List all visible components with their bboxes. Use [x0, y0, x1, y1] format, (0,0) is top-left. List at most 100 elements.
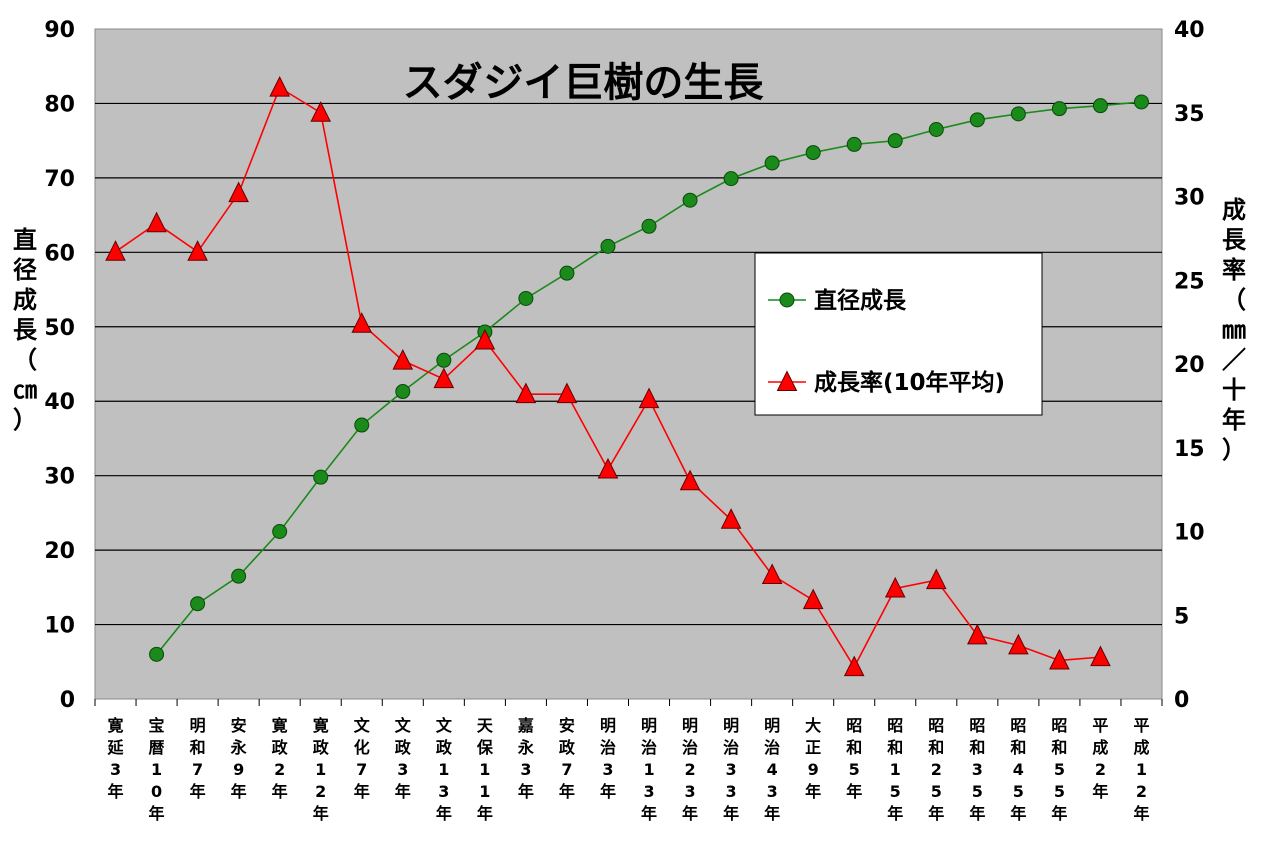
- data-point: [723, 171, 739, 187]
- left-y-tick-label: 60: [44, 241, 75, 266]
- data-point: [1133, 94, 1149, 110]
- right-y-tick-labels: 0 5 10 15 20 25 30 35 40: [1174, 18, 1205, 713]
- data-point: [761, 563, 783, 585]
- x-tick-label-text: 安永 9 年: [230, 716, 247, 801]
- right-y-tick-label: 40: [1174, 18, 1205, 43]
- data-point: [1008, 633, 1029, 655]
- series-right: [105, 76, 1111, 677]
- data-point: [392, 349, 414, 370]
- x-tick-label: 寛政 1 2 年: [313, 716, 330, 823]
- x-tick-label: 明治 3 3 年: [723, 716, 739, 823]
- x-tick-label: 平成 1 2 年: [1133, 716, 1149, 823]
- x-tick-label-text: 明治 3 3 年: [723, 716, 739, 823]
- legend-label: 直径成長: [814, 287, 907, 314]
- x-tick-label-text: 昭和 1 5 年: [887, 716, 903, 823]
- x-tick-label-text: 宝暦 1 0 年: [149, 716, 165, 823]
- data-point: [310, 101, 332, 122]
- left-y-tick-label: 80: [44, 92, 75, 117]
- left-y-tick-label: 0: [60, 688, 75, 713]
- right-axis-label: 成長率（㎜／十年）: [1222, 196, 1247, 464]
- legend-box: [754, 252, 1043, 416]
- data-point: [638, 387, 660, 409]
- x-tick-label-text: 平成 2 年: [1092, 716, 1108, 801]
- data-point: [969, 112, 985, 128]
- x-tick-label-text: 寛延 3 年: [107, 716, 125, 801]
- right-y-tick-label: 10: [1174, 521, 1205, 546]
- x-tick-label: 文政 1 3 年: [436, 716, 453, 823]
- right-y-tick-label: 5: [1174, 604, 1189, 629]
- data-point: [474, 328, 496, 350]
- data-point: [1049, 648, 1070, 670]
- x-tick-label-text: 安政 7 年: [559, 716, 576, 801]
- data-point: [105, 240, 126, 261]
- data-point: [433, 367, 455, 389]
- x-tick-label: 昭和 2 5 年: [928, 716, 944, 823]
- data-point: [515, 382, 537, 404]
- x-tick-label: 昭和 1 5 年: [887, 716, 903, 823]
- x-tick-label-text: 昭和 5 5 年: [1051, 716, 1067, 823]
- x-tick-label: 宝暦 1 0 年: [149, 716, 165, 823]
- x-tick-label: 安永 9 年: [230, 716, 247, 801]
- x-tick-label-text: 明治 4 3 年: [764, 716, 780, 823]
- data-point: [884, 576, 906, 598]
- right-y-tick-label: 30: [1174, 186, 1205, 211]
- data-point: [272, 524, 288, 539]
- data-point: [967, 623, 988, 645]
- x-tick-label: 嘉永 3 年: [517, 716, 534, 801]
- left-y-tick-label: 50: [44, 316, 75, 341]
- x-tick-label: 明治 4 3 年: [764, 716, 780, 823]
- x-tick-label: 明治 2 3 年: [682, 716, 698, 823]
- data-point: [843, 655, 865, 677]
- data-point: [764, 155, 780, 171]
- data-point: [779, 292, 795, 308]
- x-tick-label-text: 昭和 5 年: [846, 716, 862, 801]
- x-tick-label: 寛延 3 年: [107, 716, 125, 801]
- x-tick-label: 天保 1 1 年: [476, 716, 494, 823]
- x-tick-label: 昭和 5 年: [846, 716, 862, 801]
- data-point: [846, 136, 862, 152]
- data-point: [597, 457, 619, 479]
- data-point: [720, 508, 742, 529]
- left-y-tick-label: 70: [44, 167, 75, 192]
- data-point: [776, 370, 798, 391]
- right-y-tick-label: 20: [1174, 353, 1205, 378]
- x-tick-label-text: 文政 1 3 年: [436, 716, 453, 823]
- x-tick-label-text: 文政 3 年: [395, 716, 412, 801]
- data-point: [641, 218, 657, 234]
- x-tick-label: 平成 2 年: [1092, 716, 1108, 801]
- left-axis-label: 直径成長（㎝）: [13, 226, 38, 434]
- x-tick-marks: [94, 699, 1163, 706]
- data-point: [682, 192, 698, 208]
- x-tick-label-text: 昭和 2 5 年: [928, 716, 944, 823]
- x-tick-label-text: 明治 2 3 年: [682, 716, 698, 823]
- data-point: [802, 588, 824, 610]
- data-point: [313, 469, 329, 485]
- x-tick-label-text: 天保 1 1 年: [476, 716, 494, 823]
- data-point: [559, 265, 575, 281]
- left-y-tick-label: 10: [44, 614, 75, 639]
- x-tick-label-text: 昭和 4 5 年: [1010, 716, 1026, 823]
- data-point: [231, 568, 247, 584]
- data-point: [925, 568, 947, 590]
- data-point: [354, 417, 370, 433]
- legend-label: 成長率(10年平均): [814, 369, 1005, 396]
- data-point: [600, 238, 616, 254]
- data-point: [436, 352, 452, 368]
- data-point: [1010, 106, 1026, 122]
- data-point: [146, 211, 167, 233]
- series-layer: [105, 76, 1149, 677]
- data-point: [351, 312, 373, 333]
- chart-title: スダジイ巨樹の生長: [403, 60, 765, 106]
- data-point: [805, 145, 821, 161]
- data-point: [928, 122, 944, 137]
- series-left: [149, 94, 1149, 662]
- x-tick-label: 昭和 3 5 年: [969, 716, 985, 823]
- x-tick-label-text: 昭和 3 5 年: [969, 716, 985, 823]
- left-y-tick-label: 90: [44, 18, 75, 43]
- x-tick-label-text: 明治 3 年: [600, 716, 616, 801]
- data-point: [1051, 101, 1067, 117]
- data-point: [228, 181, 249, 203]
- x-tick-label: 昭和 4 5 年: [1010, 716, 1026, 823]
- x-tick-label-text: 明治 1 3 年: [641, 716, 657, 823]
- x-tick-label: 明和 7 年: [190, 716, 206, 801]
